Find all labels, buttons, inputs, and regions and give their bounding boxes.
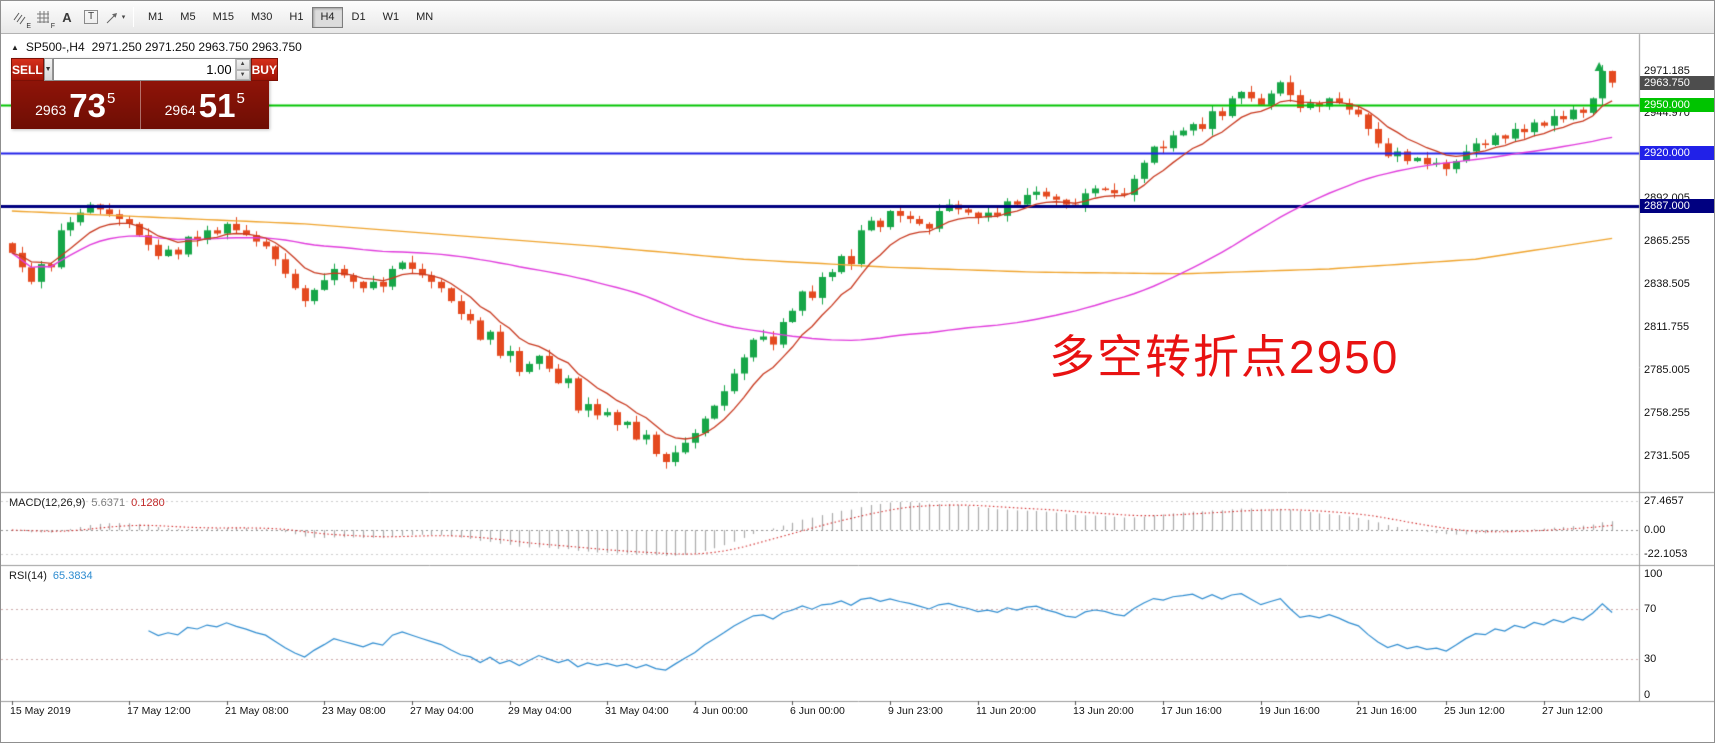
- sell-price-sup: 5: [107, 89, 116, 107]
- time-axis-label: 31 May 04:00: [605, 705, 669, 717]
- timeframe-buttons: M1 M5 M15 M30 H1 H4 D1 W1 MN: [140, 6, 442, 28]
- arrow-tools-dropdown-button[interactable]: ▾: [103, 5, 127, 29]
- time-axis-label: 15 May 2019: [10, 705, 71, 717]
- timeframe-button-h4[interactable]: H4: [312, 6, 343, 28]
- time-axis-label: 17 Jun 16:00: [1161, 705, 1222, 717]
- rsi-indicator-label: RSI(14) 65.3834: [9, 570, 93, 582]
- price-axis-label: 2785.005: [1644, 364, 1690, 376]
- timeframe-button-m15[interactable]: M15: [205, 7, 242, 28]
- timeframe-button-m5[interactable]: M5: [172, 7, 203, 28]
- timeframe-button-h1[interactable]: H1: [281, 7, 311, 28]
- sell-button[interactable]: SELL: [11, 58, 44, 81]
- sell-price-display[interactable]: 2963 73 5: [11, 81, 141, 129]
- time-axis-label: 23 May 08:00: [322, 705, 386, 717]
- grid-tool-icon[interactable]: F: [31, 5, 55, 30]
- chevron-down-icon: ▾: [121, 14, 126, 21]
- timeframe-button-m30[interactable]: M30: [243, 7, 280, 28]
- time-axis-label: 17 May 12:00: [127, 705, 191, 717]
- time-axis-label: 19 Jun 16:00: [1259, 705, 1320, 717]
- buy-price-sup: 5: [236, 89, 245, 107]
- price-axis-label: 2758.255: [1644, 407, 1690, 419]
- macd-indicator-label: MACD(12,26,9) 5.6371 0.1280: [9, 497, 165, 509]
- rsi-value: 65.3834: [52, 570, 93, 582]
- letter-a-glyph: A: [62, 9, 72, 25]
- buy-price-prefix: 2964: [164, 101, 196, 118]
- price-axis-label: 2865.255: [1644, 235, 1690, 247]
- buy-button[interactable]: BUY: [250, 58, 278, 81]
- pane-splitter-macd[interactable]: [1, 490, 1714, 495]
- tool-badge-e: E: [26, 23, 31, 30]
- pane-splitter-rsi[interactable]: [1, 563, 1714, 568]
- text-tool-icon[interactable]: T: [79, 5, 103, 29]
- one-click-trading-panel: SELL ▼ ▲ ▼ BUY 2963 73 5 2964 51 5: [11, 58, 278, 129]
- time-axis-label: 27 Jun 12:00: [1542, 705, 1603, 717]
- rsi-axis-label: 100: [1644, 568, 1663, 580]
- rsi-axis-label: 70: [1644, 603, 1657, 615]
- volume-input[interactable]: [53, 59, 235, 80]
- price-tag-2963.750: 2963.750: [1640, 76, 1714, 90]
- volume-up-button[interactable]: ▲: [235, 59, 250, 70]
- price-tag-2920.000: 2920.000: [1640, 146, 1714, 160]
- time-axis-label: 21 May 08:00: [225, 705, 289, 717]
- trade-price-row: 2963 73 5 2964 51 5: [11, 81, 269, 129]
- time-axis-label: 29 May 04:00: [508, 705, 572, 717]
- letter-t-glyph: T: [84, 10, 98, 24]
- toolbar-separator: [133, 7, 134, 27]
- chart-title: ▲ SP500-,H4 2971.250 2971.250 2963.750 2…: [11, 40, 302, 54]
- time-axis-label: 13 Jun 20:00: [1073, 705, 1134, 717]
- price-axis-label: 2811.755: [1644, 321, 1690, 333]
- order-type-dropdown[interactable]: ▼: [43, 58, 53, 81]
- tool-badge-f: F: [50, 23, 55, 30]
- rsi-axis-label: 0: [1644, 689, 1651, 701]
- time-axis-label: 9 Jun 23:00: [888, 705, 943, 717]
- ohlc-values: 2971.250 2971.250 2963.750 2963.750: [91, 40, 302, 54]
- symbol-period-label: SP500-,H4: [25, 40, 85, 54]
- main-toolbar: E F A T ▾ M1 M5 M15 M30 H1 H4 D1 W1 MN: [1, 1, 1714, 34]
- volume-spinner: ▲ ▼: [234, 59, 250, 80]
- macd-axis-label: -22.1053: [1644, 548, 1688, 560]
- time-axis-label: 25 Jun 12:00: [1444, 705, 1505, 717]
- rsi-name: RSI(14): [9, 570, 47, 582]
- trade-controls-row: SELL ▼ ▲ ▼ BUY: [11, 58, 278, 81]
- sell-price-big: 73: [69, 86, 107, 124]
- macd-axis-label: 27.4657: [1644, 495, 1684, 507]
- timeframe-button-d1[interactable]: D1: [344, 7, 374, 28]
- time-axis-label: 11 Jun 20:00: [976, 705, 1036, 717]
- price-axis-label: 2838.505: [1644, 278, 1690, 290]
- text-label-tool-icon[interactable]: A: [55, 5, 79, 29]
- volume-down-button[interactable]: ▼: [235, 69, 250, 80]
- annotation-text: 多空转折点2950: [1049, 331, 1400, 383]
- price-axis-label: 2731.505: [1644, 450, 1690, 462]
- time-axis-label: 4 Jun 00:00: [693, 705, 748, 717]
- macd-name: MACD(12,26,9): [9, 497, 86, 509]
- collapse-arrow-icon[interactable]: ▲: [11, 42, 19, 52]
- price-tag-2950.000: 2950.000: [1640, 98, 1714, 112]
- time-axis-label: 21 Jun 16:00: [1356, 705, 1417, 717]
- timeframe-button-w1[interactable]: W1: [375, 7, 408, 28]
- buy-price-big: 51: [198, 86, 236, 124]
- time-axis-label: 27 May 04:00: [410, 705, 474, 717]
- buy-price-display[interactable]: 2964 51 5: [141, 81, 270, 129]
- price-axis-label: 2971.185: [1644, 65, 1690, 77]
- volume-input-wrap: ▲ ▼: [52, 58, 251, 81]
- macd-signal-value: 0.1280: [131, 497, 165, 509]
- rsi-axis-label: 30: [1644, 653, 1657, 665]
- price-tag-2887.000: 2887.000: [1640, 199, 1714, 213]
- sell-price-prefix: 2963: [35, 101, 67, 118]
- macd-axis-label: 0.00: [1644, 524, 1666, 536]
- macd-main-value: 5.6371: [91, 497, 126, 509]
- time-axis-label: 6 Jun 00:00: [790, 705, 845, 717]
- line-studies-icon[interactable]: E: [7, 5, 31, 30]
- timeframe-button-mn[interactable]: MN: [408, 7, 441, 28]
- timeframe-button-m1[interactable]: M1: [140, 7, 171, 28]
